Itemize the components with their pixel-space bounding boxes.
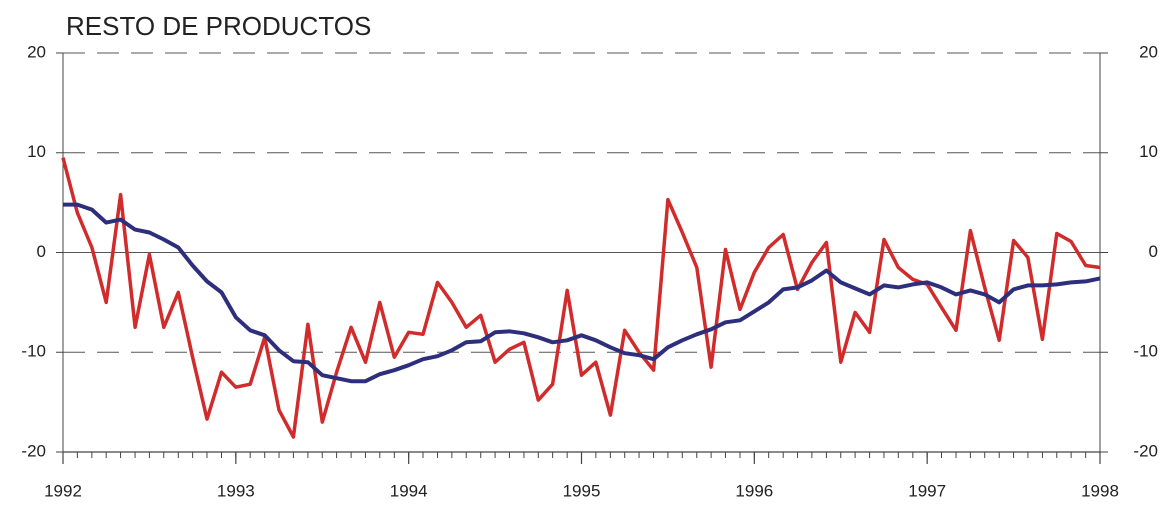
y-tick-label: 20 bbox=[27, 42, 46, 61]
y2-tick-label: 10 bbox=[1139, 142, 1158, 161]
x-tick-label: 1997 bbox=[908, 481, 946, 500]
y2-tick-label: -20 bbox=[1133, 441, 1158, 460]
series-line bbox=[63, 202, 1101, 384]
y2-tick-label: -10 bbox=[1133, 342, 1158, 361]
x-tick-label: 1996 bbox=[735, 481, 773, 500]
x-tick-label: 1995 bbox=[563, 481, 601, 500]
y-tick-label: -10 bbox=[21, 342, 46, 361]
y2-tick-label: 20 bbox=[1139, 42, 1158, 61]
y-tick-label: 10 bbox=[27, 142, 46, 161]
y-tick-label: 0 bbox=[37, 242, 46, 261]
y-tick-label: -20 bbox=[21, 441, 46, 460]
x-tick-label: 1998 bbox=[1081, 481, 1119, 500]
x-tick-label: 1992 bbox=[44, 481, 82, 500]
chart-title: RESTO DE PRODUCTOS bbox=[66, 11, 371, 41]
x-tick-label: 1993 bbox=[217, 481, 255, 500]
y2-tick-label: 0 bbox=[1149, 242, 1158, 261]
series-line bbox=[61, 157, 1101, 439]
x-tick-label: 1994 bbox=[390, 481, 428, 500]
